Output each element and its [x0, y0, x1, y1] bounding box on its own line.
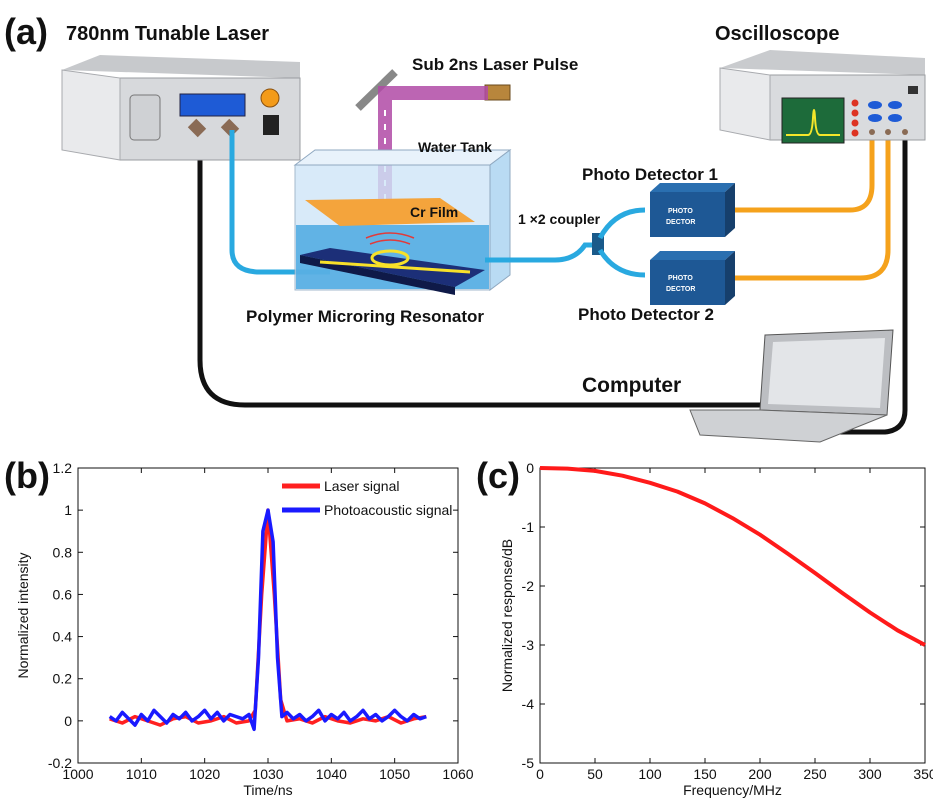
laser-title: 780nm Tunable Laser — [66, 23, 269, 45]
laser-computer-cable — [197, 130, 760, 408]
laser-power-switch — [263, 115, 279, 135]
pulse-label: Sub 2ns Laser Pulse — [412, 55, 578, 74]
y-tick-label: 0 — [526, 460, 534, 476]
microring — [370, 249, 410, 267]
series-line-1 — [109, 508, 427, 727]
y-tick-label: -4 — [522, 696, 535, 712]
oscilloscope-device — [719, 50, 926, 144]
pd2-cable — [735, 135, 891, 281]
x-tick-label: 300 — [858, 766, 882, 782]
x-tick-label: 100 — [638, 766, 662, 782]
x-tick-label: 1050 — [379, 766, 410, 782]
output-fiber — [485, 242, 595, 263]
x-tick-label: 200 — [748, 766, 772, 782]
tunable-laser-device — [61, 55, 301, 161]
y-tick-label: -2 — [522, 578, 535, 594]
resonator-label: Polymer Microring Resonator — [246, 307, 484, 326]
legend-label-1: Laser signal — [324, 478, 400, 494]
panel-b-letter: (b) — [4, 455, 50, 496]
plot-frame — [539, 467, 926, 764]
x-tick-label: 150 — [693, 766, 717, 782]
series-line-1 — [539, 466, 926, 647]
photo-detector-1: PHOTO DECTOR — [650, 183, 735, 237]
computer-label: Computer — [582, 374, 681, 397]
y-tick-label: 1.2 — [53, 460, 73, 476]
panel-a-letter: (a) — [4, 11, 48, 52]
oscilloscope-title: Oscilloscope — [715, 23, 840, 45]
pd2-box-text-2: DECTOR — [666, 286, 695, 293]
x-tick-label: 0 — [536, 766, 544, 782]
y-axis-label: Normalized intensity — [15, 552, 31, 678]
pd1-box-text-2: DECTOR — [666, 219, 695, 226]
x-tick-label: 250 — [803, 766, 827, 782]
pd2-box-text-1: PHOTO — [668, 275, 693, 282]
y-tick-label: -0.2 — [48, 755, 72, 771]
laser-fiber — [229, 130, 330, 275]
legend-label-2: Photoacoustic signal — [324, 502, 452, 518]
y-tick-label: 0.8 — [53, 544, 73, 560]
pd1-box-text-1: PHOTO — [668, 208, 693, 215]
film-label: Cr Film — [410, 204, 458, 220]
x-tick-label: 1000 — [62, 766, 93, 782]
x-tick-label: 1030 — [252, 766, 283, 782]
panel-c-letter: (c) — [476, 455, 520, 496]
y-tick-label: -5 — [522, 755, 535, 771]
laptop-computer — [689, 329, 894, 443]
x-tick-label: 1020 — [189, 766, 220, 782]
x-tick-label: 1040 — [316, 766, 347, 782]
series-line-2 — [108, 508, 427, 732]
tank-label: Water Tank — [418, 139, 492, 155]
x-tick-label: 1010 — [126, 766, 157, 782]
mirror — [355, 69, 398, 111]
y-tick-label: 1 — [64, 502, 72, 518]
pd2-label: Photo Detector 2 — [578, 305, 714, 324]
laser-display — [179, 93, 246, 117]
y-tick-label: 0.4 — [53, 629, 73, 645]
y-tick-label: -1 — [522, 519, 535, 535]
cr-film — [305, 198, 475, 226]
y-tick-label: 0 — [64, 713, 72, 729]
x-tick-label: 350 — [913, 766, 933, 782]
y-tick-label: -3 — [522, 637, 535, 653]
y-axis-label: Normalized response/dB — [499, 539, 515, 692]
photo-detector-2: PHOTO DECTOR — [650, 251, 735, 305]
x-axis-label: Frequency/MHz — [683, 782, 782, 798]
y-tick-label: 0.6 — [53, 586, 73, 602]
chart-b: 1000 1010 1020 1030 1040 1050 1060 -0.2 0 0.2 0.4 0… — [15, 460, 474, 798]
x-tick-label: 50 — [587, 766, 603, 782]
chart-c: 0 50 100 150 200 250 300 350 0 -1 -2 -3 -4 -5 Frequenc… — [499, 460, 933, 798]
y-tick-label: 0.2 — [53, 671, 73, 687]
pulsed-laser-head — [484, 84, 511, 101]
pd1-cable — [735, 135, 875, 213]
x-tick-label: 1060 — [442, 766, 473, 782]
x-axis-label: Time/ns — [243, 782, 292, 798]
coupler-label: 1 ×2 coupler — [518, 211, 601, 227]
pd1-label: Photo Detector 1 — [582, 165, 718, 184]
scope-computer-cable — [800, 135, 908, 435]
